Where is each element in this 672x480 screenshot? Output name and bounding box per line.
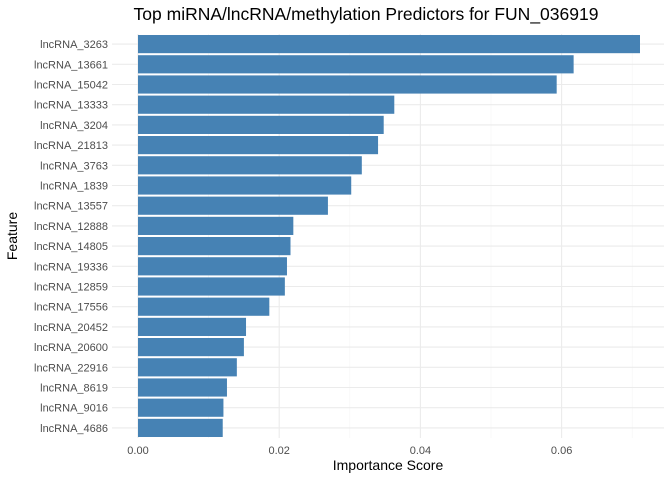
y-tick-label: lncRNA_21813 (34, 140, 108, 152)
chart-title: Top miRNA/lncRNA/methylation Predictors … (134, 4, 599, 25)
y-tick-labels: lncRNA_3263 lncRNA_13661 lncRNA_15042 lncRN… (34, 39, 108, 435)
y-tick-label: lncRNA_8619 (40, 383, 108, 395)
bar-lncRNA_20452 (138, 317, 247, 336)
bar-lncRNA_15042 (138, 75, 557, 94)
bar-lncRNA_19336 (138, 257, 287, 276)
bar-lncRNA_8619 (138, 378, 227, 397)
x-tick-label: 0.02 (268, 445, 289, 457)
y-tick-label: lncRNA_22916 (34, 362, 108, 374)
bar-lncRNA_22916 (138, 358, 237, 377)
bar-lncRNA_12859 (138, 277, 285, 296)
x-axis-title: Importance Score (333, 457, 444, 473)
bar-lncRNA_1839 (138, 176, 352, 195)
y-tick-label: lncRNA_15042 (34, 80, 108, 92)
y-tick-label: lncRNA_14805 (34, 241, 108, 253)
y-tick-label: lncRNA_12888 (34, 221, 108, 233)
bar-lncRNA_14805 (138, 237, 291, 256)
y-tick-label: lncRNA_13333 (34, 100, 108, 112)
y-tick-label: lncRNA_4686 (40, 423, 108, 435)
y-tick-label: lncRNA_13661 (34, 59, 108, 71)
y-tick-label: lncRNA_17556 (34, 302, 108, 314)
bar-lncRNA_3763 (138, 156, 362, 175)
bar-lncRNA_13333 (138, 95, 395, 114)
y-tick-label: lncRNA_12859 (34, 282, 108, 294)
y-tick-label: lncRNA_9016 (40, 403, 108, 415)
y-tick-label: lncRNA_20600 (34, 342, 108, 354)
y-tick-label: lncRNA_13557 (34, 201, 108, 213)
y-tick-label: lncRNA_19336 (34, 261, 108, 273)
x-tick-label: 0.06 (551, 445, 572, 457)
bar-lncRNA_13557 (138, 196, 328, 215)
y-tick-label: lncRNA_1839 (40, 181, 108, 193)
bar-lncRNA_4686 (138, 418, 223, 437)
x-tick-label: 0.04 (410, 445, 431, 457)
bar-group (138, 35, 640, 437)
y-axis-title: Feature (4, 212, 20, 260)
x-tick-label: 0.00 (127, 445, 148, 457)
bar-lncRNA_20600 (138, 338, 244, 357)
y-tick-label: lncRNA_3763 (40, 160, 108, 172)
y-tick-label: lncRNA_20452 (34, 322, 108, 334)
y-tick-label: lncRNA_3263 (40, 39, 108, 51)
bar-lncRNA_12888 (138, 216, 294, 235)
bar-lncRNA_9016 (138, 398, 224, 417)
bar-lncRNA_3263 (138, 35, 640, 54)
bar-lncRNA_17556 (138, 297, 270, 316)
y-tick-label: lncRNA_3204 (40, 120, 108, 132)
bar-lncRNA_3204 (138, 115, 384, 134)
x-tick-labels: 0.00 0.02 0.04 0.06 (127, 445, 572, 457)
bar-lncRNA_13661 (138, 55, 574, 74)
bar-lncRNA_21813 (138, 136, 379, 155)
